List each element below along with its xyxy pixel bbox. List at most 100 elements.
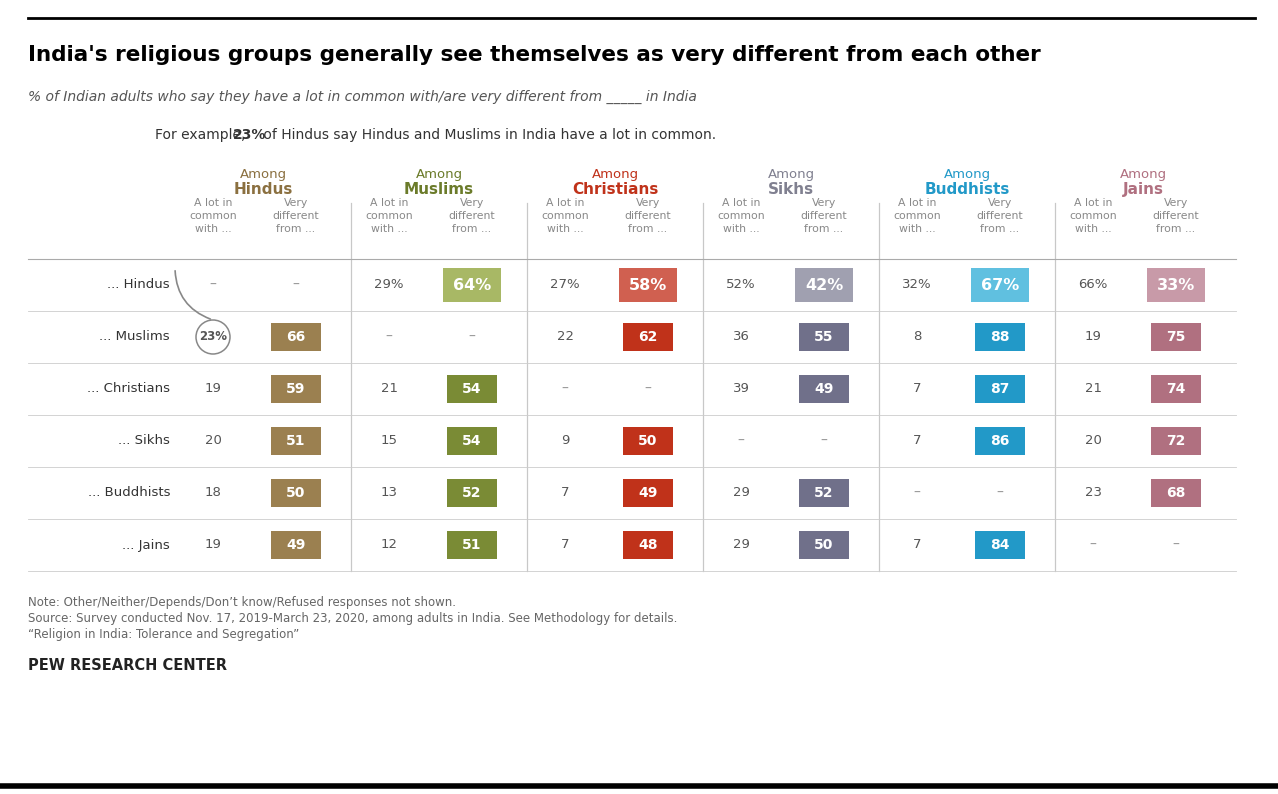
Text: 19: 19	[1085, 330, 1102, 344]
FancyBboxPatch shape	[1151, 375, 1201, 403]
Text: ... Hindus: ... Hindus	[107, 279, 170, 291]
FancyBboxPatch shape	[971, 268, 1029, 302]
Text: –: –	[1090, 538, 1097, 552]
Text: 33%: 33%	[1157, 277, 1195, 292]
Text: 9: 9	[561, 434, 569, 448]
Text: 29%: 29%	[374, 279, 404, 291]
Text: 58%: 58%	[629, 277, 667, 292]
FancyBboxPatch shape	[447, 375, 497, 403]
FancyBboxPatch shape	[447, 531, 497, 559]
Text: –: –	[820, 434, 827, 448]
Text: Christians: Christians	[571, 182, 658, 197]
Text: 22: 22	[556, 330, 574, 344]
Text: 52%: 52%	[726, 279, 755, 291]
Text: ... Sikhs: ... Sikhs	[118, 434, 170, 448]
Text: 67%: 67%	[982, 277, 1019, 292]
FancyBboxPatch shape	[975, 323, 1025, 351]
Text: 72: 72	[1167, 434, 1186, 448]
FancyBboxPatch shape	[619, 268, 677, 302]
Text: 15: 15	[381, 434, 397, 448]
Text: Very
different
from ...: Very different from ...	[801, 198, 847, 233]
Text: 50: 50	[814, 538, 833, 552]
Text: 88: 88	[990, 330, 1010, 344]
Text: 7: 7	[912, 383, 921, 395]
Text: 86: 86	[990, 434, 1010, 448]
FancyBboxPatch shape	[271, 323, 321, 351]
Text: 23: 23	[1085, 487, 1102, 499]
Text: 7: 7	[912, 434, 921, 448]
Text: Very
different
from ...: Very different from ...	[976, 198, 1024, 233]
FancyBboxPatch shape	[271, 531, 321, 559]
Text: 84: 84	[990, 538, 1010, 552]
Text: 49: 49	[814, 382, 833, 396]
Text: 29: 29	[732, 487, 749, 499]
FancyBboxPatch shape	[799, 479, 849, 507]
Text: 12: 12	[381, 538, 397, 552]
Text: 42%: 42%	[805, 277, 843, 292]
Text: 68: 68	[1167, 486, 1186, 500]
FancyBboxPatch shape	[622, 531, 674, 559]
Text: PEW RESEARCH CENTER: PEW RESEARCH CENTER	[28, 658, 227, 673]
Text: –: –	[914, 486, 920, 500]
Text: A lot in
common
with ...: A lot in common with ...	[717, 198, 764, 233]
Text: 75: 75	[1167, 330, 1186, 344]
Text: 55: 55	[814, 330, 833, 344]
Text: 21: 21	[381, 383, 397, 395]
FancyBboxPatch shape	[975, 427, 1025, 455]
Text: ... Christians: ... Christians	[87, 383, 170, 395]
Text: 39: 39	[732, 383, 749, 395]
Text: 23%: 23%	[199, 330, 227, 344]
Text: 50: 50	[638, 434, 658, 448]
Text: Among: Among	[943, 168, 990, 181]
Text: Jains: Jains	[1122, 182, 1163, 197]
Text: India's religious groups generally see themselves as very different from each ot: India's religious groups generally see t…	[28, 45, 1040, 65]
FancyBboxPatch shape	[271, 375, 321, 403]
Text: 27%: 27%	[551, 279, 580, 291]
Text: A lot in
common
with ...: A lot in common with ...	[189, 198, 236, 233]
Text: Among: Among	[1120, 168, 1167, 181]
Text: ... Muslims: ... Muslims	[100, 330, 170, 344]
FancyBboxPatch shape	[622, 427, 674, 455]
Text: 54: 54	[463, 382, 482, 396]
Text: 13: 13	[381, 487, 397, 499]
FancyBboxPatch shape	[799, 531, 849, 559]
Text: 59: 59	[286, 382, 305, 396]
Text: “Religion in India: Tolerance and Segregation”: “Religion in India: Tolerance and Segreg…	[28, 628, 299, 641]
FancyBboxPatch shape	[443, 268, 501, 302]
FancyBboxPatch shape	[799, 323, 849, 351]
Text: 49: 49	[286, 538, 305, 552]
Text: % of Indian adults who say they have a lot in common with/are very different fro: % of Indian adults who say they have a l…	[28, 90, 697, 104]
FancyBboxPatch shape	[1146, 268, 1205, 302]
Text: 7: 7	[912, 538, 921, 552]
FancyBboxPatch shape	[271, 479, 321, 507]
Text: For example,: For example,	[155, 128, 249, 142]
Text: 66: 66	[286, 330, 305, 344]
FancyBboxPatch shape	[622, 479, 674, 507]
Text: 21: 21	[1085, 383, 1102, 395]
FancyBboxPatch shape	[271, 427, 321, 455]
Text: Sikhs: Sikhs	[768, 182, 814, 197]
Text: 52: 52	[463, 486, 482, 500]
Text: ... Buddhists: ... Buddhists	[87, 487, 170, 499]
Text: 87: 87	[990, 382, 1010, 396]
Text: –: –	[561, 382, 569, 396]
Text: –: –	[1172, 538, 1180, 552]
Text: 19: 19	[204, 538, 221, 552]
Text: –: –	[997, 486, 1003, 500]
Text: Very
different
from ...: Very different from ...	[625, 198, 671, 233]
Text: Very
different
from ...: Very different from ...	[449, 198, 496, 233]
Text: 29: 29	[732, 538, 749, 552]
Text: 20: 20	[1085, 434, 1102, 448]
Text: Note: Other/Neither/Depends/Don’t know/Refused responses not shown.: Note: Other/Neither/Depends/Don’t know/R…	[28, 596, 456, 609]
Text: 62: 62	[638, 330, 658, 344]
Text: 32%: 32%	[902, 279, 932, 291]
Text: 48: 48	[638, 538, 658, 552]
Text: Among: Among	[239, 168, 286, 181]
Text: Source: Survey conducted Nov. 17, 2019-March 23, 2020, among adults in India. Se: Source: Survey conducted Nov. 17, 2019-M…	[28, 612, 677, 625]
Text: A lot in
common
with ...: A lot in common with ...	[541, 198, 589, 233]
Text: A lot in
common
with ...: A lot in common with ...	[366, 198, 413, 233]
Text: –: –	[737, 434, 745, 448]
Text: 51: 51	[463, 538, 482, 552]
Text: 20: 20	[204, 434, 221, 448]
Text: 36: 36	[732, 330, 749, 344]
